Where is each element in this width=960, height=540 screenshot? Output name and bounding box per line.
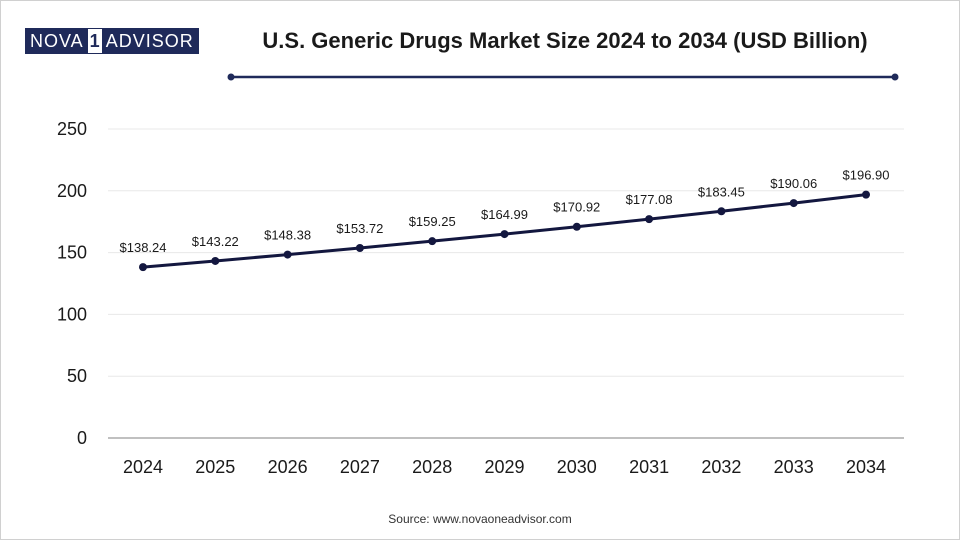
data-point [645,215,654,224]
data-label: $190.06 [770,176,817,191]
data-label: $183.45 [698,184,745,199]
x-tick-label: 2032 [701,457,741,477]
data-point [717,207,726,216]
data-point [572,222,581,231]
brand-logo: NOVA 1 ADVISOR [25,28,199,54]
x-tick-label: 2029 [484,457,524,477]
chart-title: U.S. Generic Drugs Market Size 2024 to 2… [262,28,868,53]
x-tick-label: 2033 [774,457,814,477]
data-label: $143.22 [192,234,239,249]
title-underline-dot-right [891,73,899,81]
data-point [862,190,870,199]
data-point [428,237,437,246]
title-underline-dot-left [227,73,235,81]
source-note: Source: www.novaoneadvisor.com [388,512,572,526]
logo-mark: 1 [86,29,103,53]
x-tick-label: 2027 [340,457,380,477]
data-label: $196.90 [843,168,890,183]
x-tick-label: 2025 [195,457,235,477]
logo-word-advisor: ADVISOR [102,29,198,53]
x-tick-label: 2026 [268,457,308,477]
data-label: $148.38 [264,228,311,243]
line-chart: 0 50 100 150 200 250 2024 2025 2026 2027 2028 2029 2… [57,119,904,477]
x-tick-label: 2028 [412,457,452,477]
y-tick-label: 0 [77,428,87,448]
data-point [139,263,147,272]
y-tick-label: 200 [57,181,87,201]
data-label: $170.92 [553,200,600,215]
data-label: $177.08 [626,192,673,207]
x-tick-label: 2034 [846,457,886,477]
data-label: $164.99 [481,207,528,222]
data-point [355,244,364,253]
data-label: $138.24 [120,240,167,255]
logo-word-nova: NOVA [26,29,87,53]
y-tick-label: 50 [67,366,87,386]
data-label: $159.25 [409,214,456,229]
data-label: $153.72 [336,221,383,236]
data-point [500,230,509,239]
data-point [211,256,220,265]
y-tick-label: 100 [57,304,87,324]
x-tick-label: 2030 [557,457,597,477]
data-point [789,199,798,208]
x-tick-label: 2024 [123,457,163,477]
data-point [283,250,292,259]
title-underline [227,73,899,81]
y-tick-label: 150 [57,243,87,263]
x-tick-label: 2031 [629,457,669,477]
y-tick-label: 250 [57,119,87,139]
